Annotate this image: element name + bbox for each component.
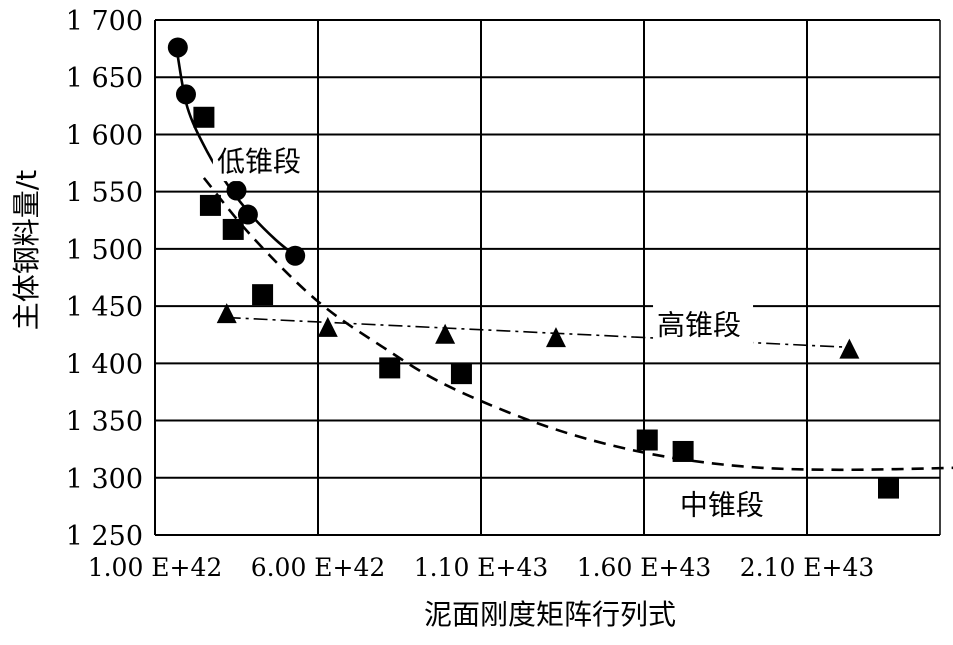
grid <box>154 19 941 536</box>
point-triangle <box>317 316 338 337</box>
point-square <box>222 218 244 240</box>
y-tick-label: 1 250 <box>66 521 143 552</box>
y-tick-label: 1 500 <box>66 235 143 266</box>
y-tick-label: 1 300 <box>66 464 143 495</box>
point-square <box>450 363 472 385</box>
y-tick-label: 1 350 <box>66 407 143 438</box>
trend-line-dashed <box>202 177 953 472</box>
x-tick-label: 1.10 E+43 <box>414 553 549 582</box>
y-tick-labels: 1 250 1 300 1 350 1 400 1 450 1 500 1 550 1 600… <box>66 6 143 552</box>
x-tick-label: 1.60 E+43 <box>577 553 712 582</box>
annotation-background <box>653 304 754 345</box>
point-square <box>199 194 221 216</box>
point-circle <box>175 84 196 105</box>
point-square <box>878 477 899 499</box>
point-triangle <box>435 323 456 344</box>
x-tick-label: 1.00 E+42 <box>88 553 223 582</box>
trend-line-dashdot <box>226 316 850 349</box>
x-tick-labels: 1.00 E+42 6.00 E+42 1.10 E+43 1.60 E+43 2.10… <box>88 553 875 582</box>
point-square <box>379 357 401 379</box>
y-tick-label: 1 650 <box>66 63 143 94</box>
point-circle <box>167 37 188 58</box>
point-circle <box>285 245 306 266</box>
annotation-background <box>675 484 776 525</box>
point-square <box>252 284 274 306</box>
point-triangle <box>216 303 237 324</box>
x-axis-label: 泥面刚度矩阵行列式 <box>424 598 676 631</box>
y-tick-label: 1 550 <box>66 178 143 209</box>
point-square <box>193 106 215 128</box>
point-circle <box>226 180 247 201</box>
y-tick-label: 1 600 <box>66 120 143 151</box>
annotation-background <box>212 141 313 182</box>
y-tick-label: 1 450 <box>66 292 143 323</box>
point-triangle <box>839 338 860 359</box>
annotation-label: 低锥段 <box>217 145 301 178</box>
point-triangle <box>545 327 566 348</box>
x-tick-label: 6.00 E+42 <box>251 553 386 582</box>
x-tick-label: 2.10 E+43 <box>740 553 875 582</box>
data-points <box>167 37 899 499</box>
annotation-label: 中锥段 <box>680 488 764 521</box>
point-square <box>636 429 658 451</box>
y-tick-label: 1 400 <box>66 349 143 380</box>
y-axis-label: 主体钢料量/t <box>10 170 43 330</box>
point-square <box>672 440 694 462</box>
annotation-label: 高锥段 <box>657 309 741 342</box>
y-tick-label: 1 700 <box>66 6 143 37</box>
